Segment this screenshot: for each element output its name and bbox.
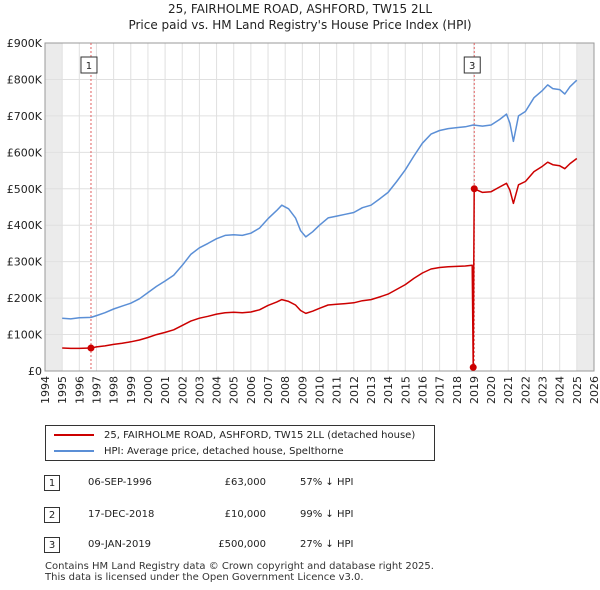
transaction-date: 09-JAN-2019: [88, 539, 152, 550]
x-tick-label: 2024: [554, 376, 567, 404]
transaction-row: 1 06-SEP-1996 £63,000 57% ↓ HPI: [0, 475, 600, 495]
x-tick-label: 2012: [348, 376, 361, 404]
x-tick-label: 2006: [245, 376, 258, 404]
transaction-date: 17-DEC-2018: [88, 509, 155, 520]
x-tick-label: 2010: [314, 376, 327, 404]
x-tick-label: 2001: [159, 376, 172, 404]
x-tick-label: 2008: [279, 376, 292, 404]
marker-box: [463, 56, 481, 74]
footer-licence: This data is licensed under the Open Gov…: [45, 572, 364, 583]
x-tick-label: 2017: [434, 376, 447, 404]
x-tick-label: 2005: [228, 376, 241, 404]
property-price-line: [62, 157, 578, 369]
legend-swatch-hpi: [54, 450, 94, 452]
transaction-number: 3: [44, 537, 60, 553]
x-tick-label: 2009: [296, 376, 309, 404]
x-tick-label: 2002: [176, 376, 189, 404]
chart-subtitle: Price paid vs. HM Land Registry's House …: [128, 18, 472, 32]
y-tick-label: £400K: [7, 219, 43, 232]
x-tick-label: 2020: [485, 376, 498, 404]
x-tick-label: 1995: [56, 376, 69, 404]
x-tick-label: 2026: [588, 376, 600, 404]
transaction-row: 2 17-DEC-2018 £10,000 99% ↓ HPI: [0, 507, 600, 527]
legend-swatch-property: [54, 434, 94, 436]
x-tick-label: 2021: [502, 376, 515, 404]
y-tick-label: £800K: [7, 73, 43, 86]
x-tick-label: 1999: [125, 376, 138, 404]
x-tick-label: 2015: [399, 376, 412, 404]
y-tick-label: £100K: [7, 329, 43, 342]
x-tick-label: 2007: [262, 376, 275, 404]
x-tick-label: 2011: [331, 376, 344, 404]
y-tick-label: £0: [28, 365, 42, 378]
sale-point: [87, 344, 95, 352]
x-tick-label: 2023: [537, 376, 550, 404]
y-tick-label: £300K: [7, 256, 43, 269]
legend: 25, FAIRHOLME ROAD, ASHFORD, TW15 2LL (d…: [45, 425, 435, 461]
x-tick-label: 2019: [468, 376, 481, 404]
transaction-hpi: 99% ↓ HPI: [300, 509, 354, 520]
transaction-number: 1: [44, 475, 60, 491]
y-tick-label: £900K: [7, 37, 43, 50]
transaction-hpi: 57% ↓ HPI: [300, 477, 354, 488]
y-tick-label: £600K: [7, 146, 43, 159]
transaction-price: £500,000: [218, 539, 266, 550]
plot-frame: [44, 42, 595, 372]
x-tick-label: 1998: [108, 376, 121, 404]
x-tick-label: 2014: [382, 376, 395, 404]
hpi-line: [62, 79, 578, 320]
x-tick-label: 2022: [519, 376, 532, 404]
footer: Contains HM Land Registry data © Crown c…: [45, 561, 434, 583]
x-tick-label: 1997: [90, 376, 103, 404]
y-tick-label: £200K: [7, 292, 43, 305]
x-tick-label: 2025: [571, 376, 584, 404]
x-tick-label: 2003: [193, 376, 206, 404]
shade-after-data: [576, 43, 594, 371]
sale-point: [470, 185, 478, 193]
sale-point: [469, 363, 477, 371]
x-tick-label: 1994: [39, 376, 52, 404]
marker-box: [80, 56, 98, 74]
transaction-row: 3 09-JAN-2019 £500,000 27% ↓ HPI: [0, 537, 600, 557]
y-tick-label: £500K: [7, 183, 43, 196]
x-tick-label: 2018: [451, 376, 464, 404]
legend-label-property: 25, FAIRHOLME ROAD, ASHFORD, TW15 2LL (d…: [104, 429, 416, 441]
transaction-price: £63,000: [224, 477, 266, 488]
legend-item-property: 25, FAIRHOLME ROAD, ASHFORD, TW15 2LL (d…: [54, 427, 415, 443]
price-chart: £0 £100K £200K £300K £400K £500K £600K £700K £80…: [7, 37, 600, 404]
footer-copyright: Contains HM Land Registry data © Crown c…: [45, 561, 434, 572]
shade-before-data: [45, 43, 63, 371]
x-tick-label: 2000: [142, 376, 155, 404]
x-tick-label: 1996: [73, 376, 86, 404]
legend-label-hpi: HPI: Average price, detached house, Spel…: [104, 445, 344, 457]
y-tick-label: £700K: [7, 110, 43, 123]
transaction-hpi: 27% ↓ HPI: [300, 539, 354, 550]
marker-label: 1: [86, 61, 92, 72]
legend-item-hpi: HPI: Average price, detached house, Spel…: [54, 443, 344, 459]
transaction-date: 06-SEP-1996: [88, 477, 152, 488]
transaction-number: 2: [44, 507, 60, 523]
marker-label: 3: [469, 61, 475, 72]
chart-title: 25, FAIRHOLME ROAD, ASHFORD, TW15 2LL: [167, 2, 433, 16]
x-tick-label: 2004: [211, 376, 224, 404]
x-tick-label: 2013: [365, 376, 378, 404]
x-tick-label: 2016: [416, 376, 429, 404]
transaction-price: £10,000: [224, 509, 266, 520]
